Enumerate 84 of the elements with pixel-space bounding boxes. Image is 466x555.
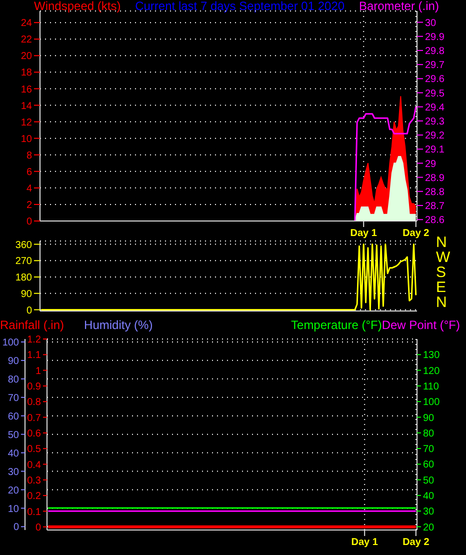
y3-tick-label: 50 <box>8 430 20 441</box>
y-tick-label: 4 <box>26 183 32 194</box>
y2-tick-label: 80 <box>423 428 435 440</box>
y2-tick-label: 40 <box>423 490 435 502</box>
y-tick-label: 10 <box>20 134 32 145</box>
y-tick-label: 1 <box>35 366 42 377</box>
y-tick-label: 22 <box>20 34 32 46</box>
y2-tick-label: 29.1 <box>425 144 445 156</box>
text: S <box>436 264 448 281</box>
y2-tick-label: 110 <box>423 381 440 392</box>
text: N <box>436 294 448 311</box>
y2-tick-label: 100 <box>423 397 440 408</box>
y-tick-label: 270 <box>15 256 32 268</box>
y-tick-label: 0.6 <box>27 428 42 440</box>
y2-tick-label: 29.6 <box>425 74 445 86</box>
y3-tick-label: 70 <box>8 392 20 404</box>
y-tick-label: 0.4 <box>27 460 42 471</box>
y-axis-title: Rainfall (.in) <box>0 318 64 332</box>
y-tick-label: 0 <box>26 216 32 228</box>
text: N <box>436 234 448 251</box>
y2-tick-label: 29.3 <box>425 116 445 128</box>
y2-tick-label: 29.4 <box>425 102 445 114</box>
text: Dew Point (°F) <box>382 318 460 332</box>
x-tick-label: Day 1 <box>351 537 378 548</box>
y2-tick-label: 50 <box>423 475 435 486</box>
text: Temperature (°F) <box>291 318 382 332</box>
y-tick-label: 0.7 <box>27 412 42 424</box>
y2-tick-label: 29.9 <box>425 32 445 43</box>
y-tick-label: 2 <box>26 200 32 212</box>
text: W <box>436 249 450 266</box>
y3-tick-label: 100 <box>2 338 20 349</box>
y2-tick-label: 130 <box>423 350 440 362</box>
y-tick-label: 90 <box>20 288 32 300</box>
y-tick-label: 14 <box>20 100 32 112</box>
y3-tick-label: 90 <box>8 356 20 367</box>
y-tick-label: 0.3 <box>27 475 42 486</box>
y2-tick-label: 70 <box>423 444 435 456</box>
x-tick-label: Day 2 <box>402 228 430 240</box>
y2-tick-label: 30 <box>425 18 437 29</box>
y3-tick-label: 60 <box>8 411 20 422</box>
y-tick-label: 1.1 <box>27 350 42 362</box>
y2-tick-label: 28.8 <box>425 186 445 198</box>
y-tick-label: 0.2 <box>27 491 42 502</box>
y2-tick-label: 29.7 <box>425 60 445 72</box>
y3-tick-label: 40 <box>8 448 20 460</box>
y-tick-label: 8 <box>26 150 32 162</box>
y-tick-label: 0 <box>35 522 42 534</box>
y2-axis-title: Barometer (.in) <box>358 0 439 13</box>
y2-tick-label: 60 <box>423 460 435 471</box>
y2-tick-label: 90 <box>423 412 435 424</box>
y2-tick-label: 20 <box>423 522 435 534</box>
chart-title: Current last 7 days September 01 2020 <box>135 0 345 13</box>
y-tick-label: 0 <box>26 305 32 316</box>
y2-tick-label: 28.9 <box>425 172 445 184</box>
y-tick-label: 0.9 <box>27 382 42 393</box>
y-tick-label: 24 <box>20 18 32 30</box>
y3-tick-label: 80 <box>8 374 20 386</box>
y3-tick-label: 30 <box>8 466 20 478</box>
y-tick-label: 12 <box>20 117 32 128</box>
y2-tick-label: 29.5 <box>425 88 445 100</box>
y-tick-label: 0.8 <box>27 397 42 408</box>
y-tick-label: 18 <box>20 68 32 79</box>
y-tick-label: 16 <box>20 84 32 96</box>
y2-tick-label: 29 <box>425 158 437 170</box>
y2-tick-label: 29.2 <box>425 130 445 142</box>
y-tick-label: 6 <box>26 166 32 178</box>
y-tick-label: 20 <box>20 51 32 62</box>
x-tick-label: Day 1 <box>350 228 378 240</box>
y-axis-title: Windspeed (kts) <box>34 0 121 13</box>
y2-tick-label: 29.8 <box>425 46 445 58</box>
y2-tick-label: 28.6 <box>425 215 445 226</box>
text: E <box>436 279 448 296</box>
y-tick-label: 180 <box>15 272 32 284</box>
y3-tick-label: 10 <box>8 504 20 515</box>
x-tick-label: Day 2 <box>402 537 430 548</box>
y-tick-label: 1.2 <box>27 334 42 346</box>
y-tick-label: 0.5 <box>27 444 42 456</box>
y3-axis-title: Humidity (%) <box>84 318 153 332</box>
y-tick-label: 0.1 <box>27 506 42 518</box>
y2-tick-label: 30 <box>423 506 435 518</box>
y2-tick-label: 120 <box>423 366 440 377</box>
y-tick-label: 360 <box>15 240 32 251</box>
y3-tick-label: 20 <box>8 485 20 496</box>
y2-tick-label: 28.7 <box>425 201 445 212</box>
